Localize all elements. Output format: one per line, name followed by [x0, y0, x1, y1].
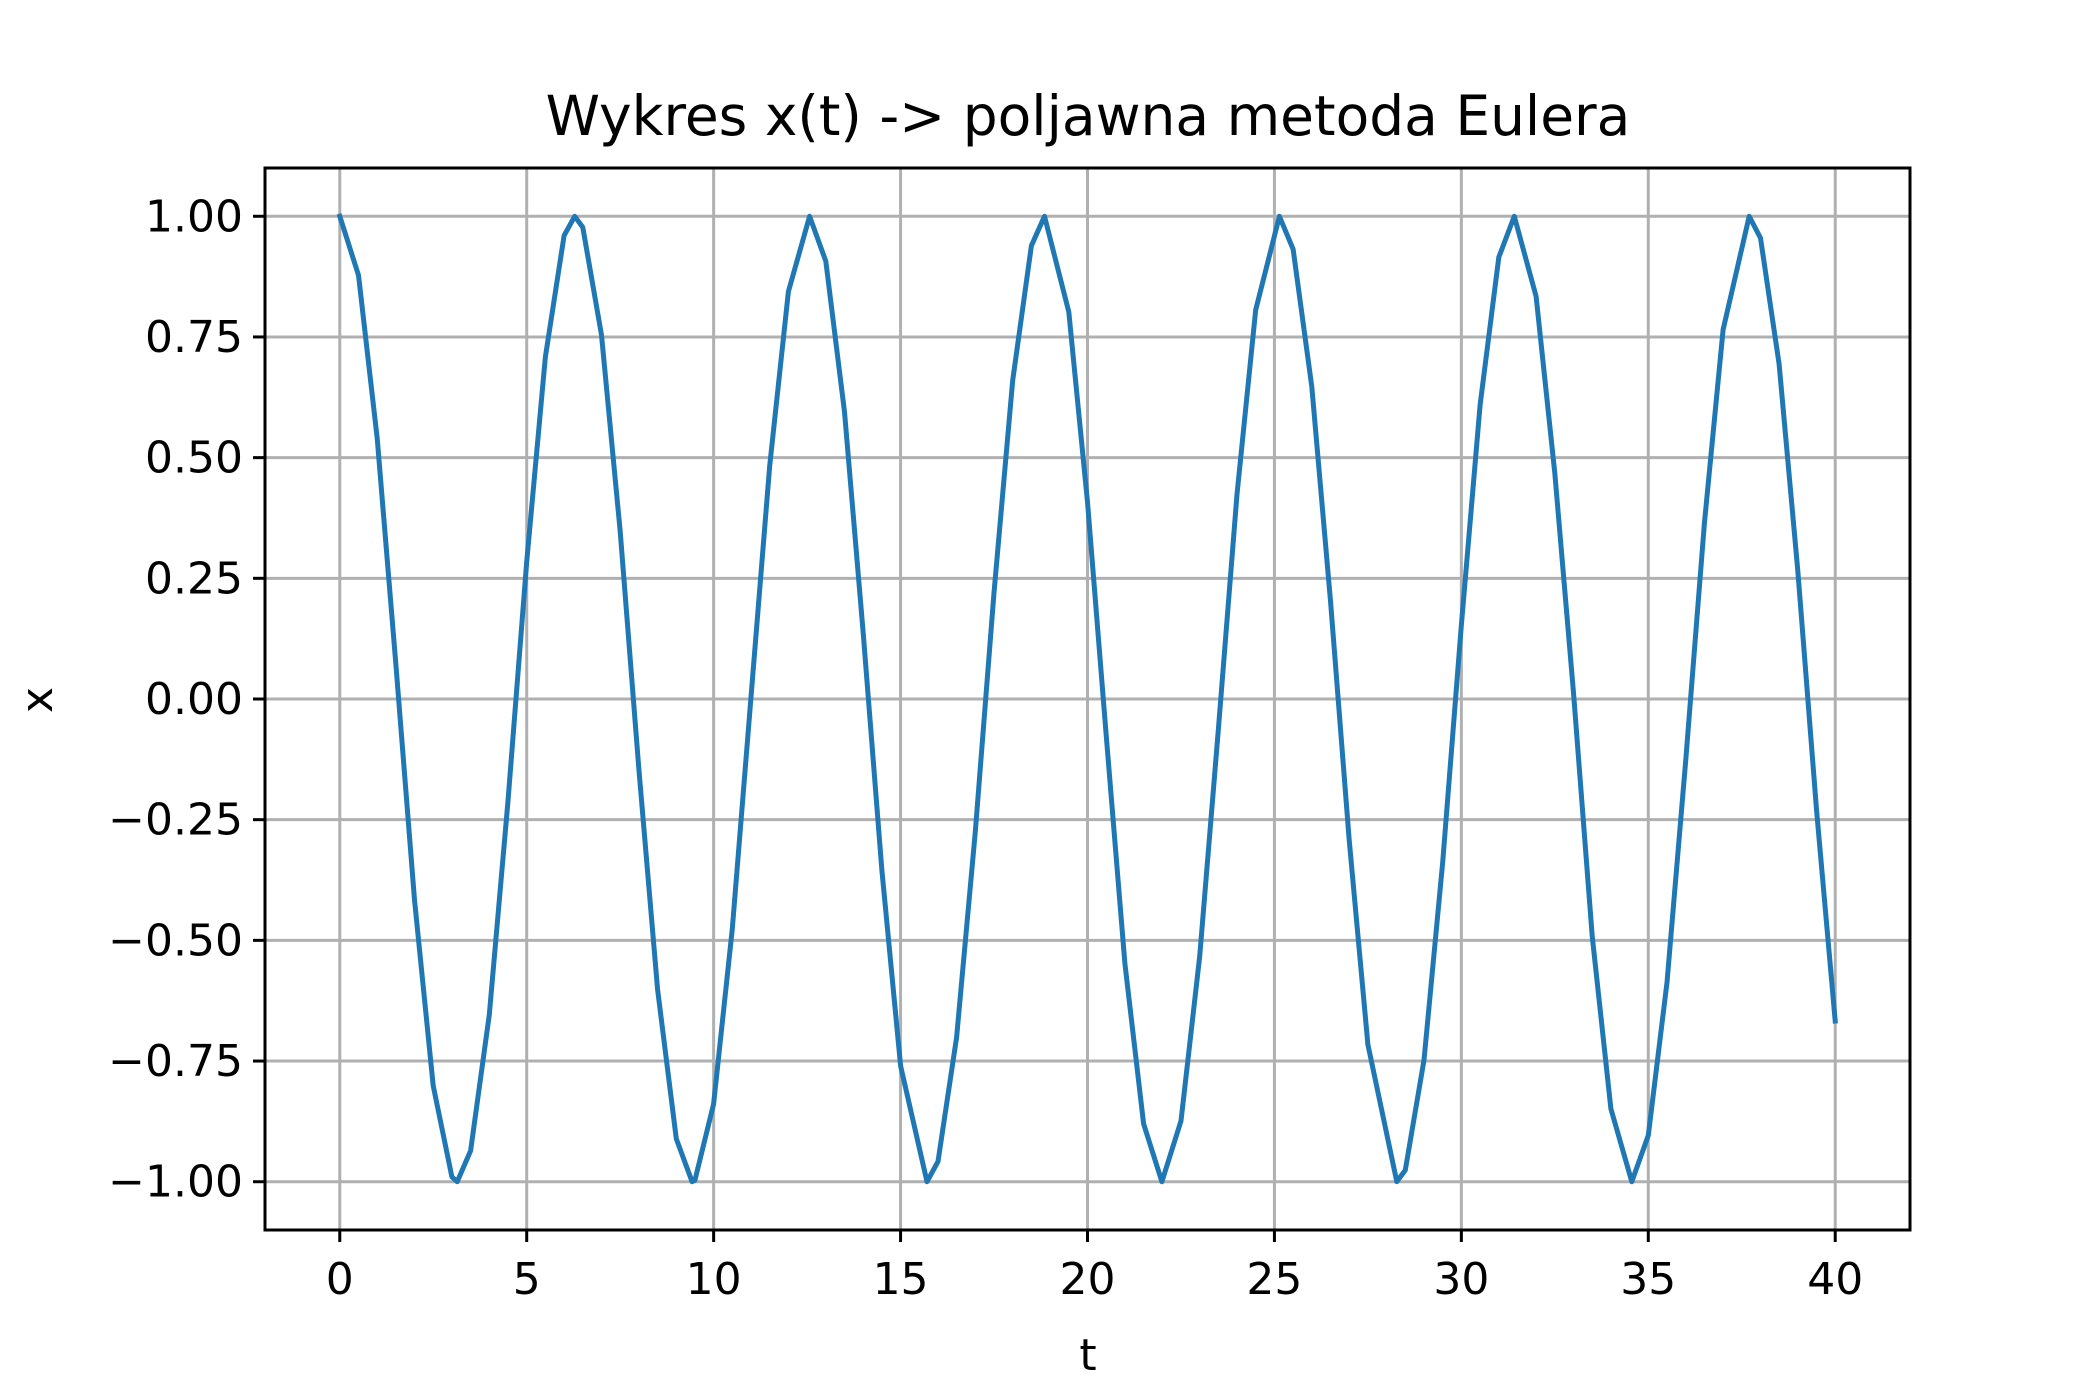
x-tick-label: 5	[513, 1254, 541, 1305]
y-tick-label: 0.50	[145, 433, 243, 484]
y-tick-label: 1.00	[145, 191, 243, 242]
y-tick-label: −0.75	[108, 1036, 243, 1087]
y-tick-label: 0.00	[145, 674, 243, 725]
y-tick-label: 0.75	[145, 312, 243, 363]
x-tick-label: 0	[326, 1254, 354, 1305]
y-tick-label: 0.25	[145, 553, 243, 604]
x-tick-label: 40	[1807, 1254, 1863, 1305]
y-axis: 1.00 0.75 0.50 0.25 0.00 −0.25 −0.50 −0.75 −1.00	[108, 191, 265, 1208]
grid	[265, 168, 1910, 1230]
x-axis: 0 5 10 15 20 25 30 35 40	[326, 1230, 1863, 1305]
y-tick-label: −0.50	[108, 915, 243, 966]
x-tick-label: 35	[1620, 1254, 1676, 1305]
chart-title: Wykres x(t) -> poljawna metoda Eulera	[546, 84, 1631, 148]
x-tick-label: 25	[1246, 1254, 1302, 1305]
x-tick-label: 10	[686, 1254, 742, 1305]
y-tick-label: −0.25	[108, 795, 243, 846]
series-layer	[336, 213, 1838, 1185]
series-line-0	[336, 213, 1838, 1185]
x-tick-label: 20	[1060, 1254, 1116, 1305]
x-tick-label: 30	[1433, 1254, 1489, 1305]
y-axis-label: x	[12, 687, 63, 713]
x-axis-label: t	[1079, 1330, 1096, 1381]
x-tick-label: 15	[873, 1254, 929, 1305]
y-tick-label: −1.00	[108, 1157, 243, 1208]
